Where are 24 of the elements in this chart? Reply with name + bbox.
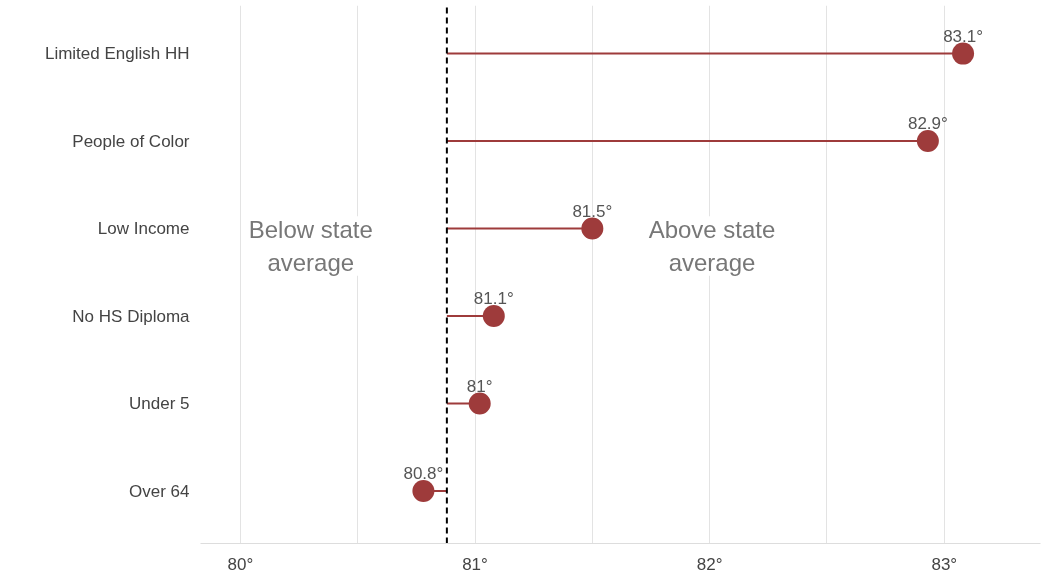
point <box>952 42 975 65</box>
x-tick-label: 80° <box>227 554 254 574</box>
data-label: 81.1° <box>473 289 514 309</box>
point <box>482 305 505 328</box>
data-label: 83.1° <box>943 26 984 46</box>
data-label: 81° <box>466 376 493 396</box>
point <box>581 217 604 240</box>
data-label: 80.8° <box>403 464 444 484</box>
y-tick-label: Limited English HH <box>44 44 190 64</box>
x-tick-label: 83° <box>931 554 958 574</box>
annotation: Above state average <box>648 216 776 276</box>
point <box>412 480 435 502</box>
y-tick-label: Under 5 <box>129 394 190 414</box>
y-tick-label: No HS Diploma <box>72 306 191 326</box>
point <box>468 392 491 415</box>
x-tick-label: 81° <box>462 554 488 574</box>
data-label: 81.5° <box>572 201 613 221</box>
y-tick-label: Low Income <box>97 219 190 239</box>
y-tick-label: People of Color <box>72 131 190 151</box>
x-tick-label: 82° <box>696 554 723 574</box>
y-tick-label: Over 64 <box>129 481 190 501</box>
point <box>916 130 939 153</box>
annotation: Below state average <box>248 216 373 276</box>
data-label: 82.9° <box>907 114 948 134</box>
